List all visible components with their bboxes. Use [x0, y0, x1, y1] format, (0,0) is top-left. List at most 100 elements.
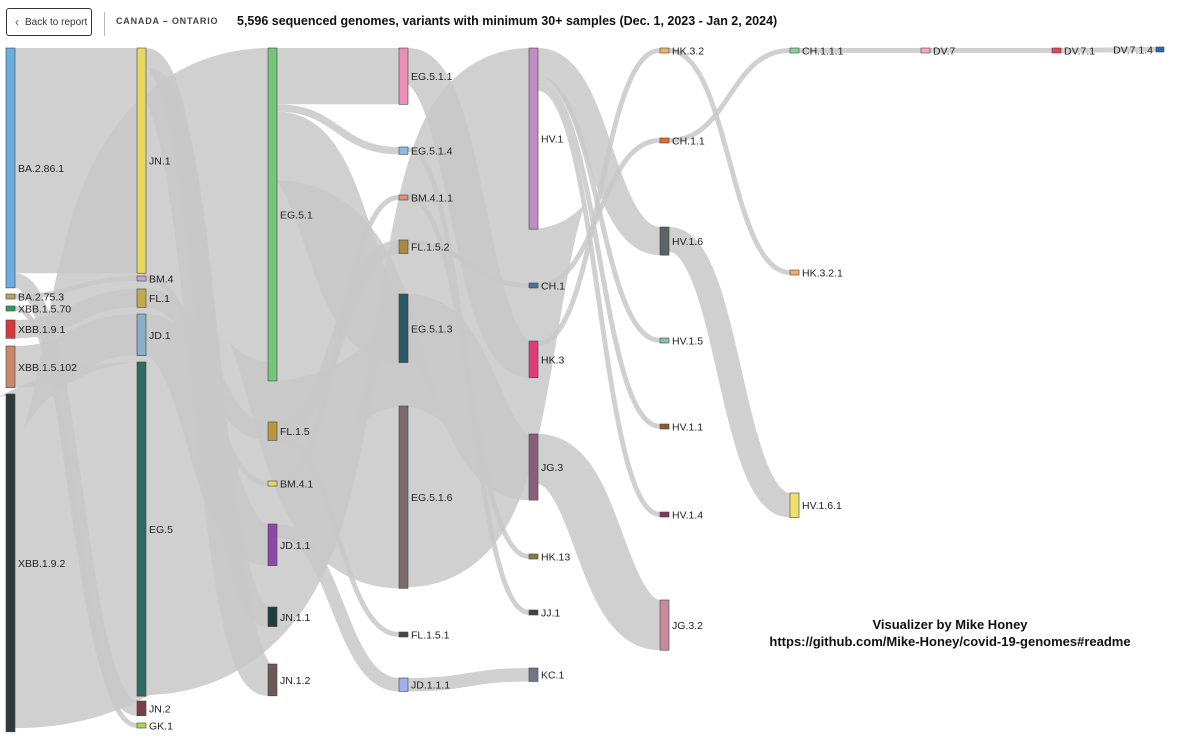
node-HV.1[interactable] — [528, 47, 539, 230]
node-JD.1.1.1[interactable] — [398, 677, 409, 692]
credit-url: https://github.com/Mike-Honey/covid-19-g… — [769, 634, 1131, 649]
node-label-EG.5.1.6: EG.5.1.6 — [411, 492, 453, 504]
node-label-HV.1.5: HV.1.5 — [672, 336, 703, 348]
node-JD.1[interactable] — [136, 313, 147, 356]
node-label-XBB.1.9.1: XBB.1.9.1 — [18, 324, 65, 336]
node-JD.1.1[interactable] — [267, 523, 278, 566]
back-to-report-button[interactable]: ‹ Back to report — [6, 8, 92, 36]
node-label-HV.1.6.1: HV.1.6.1 — [802, 500, 842, 512]
link-EG.5.1-to-EG.5.1.6 — [224, 180, 452, 589]
node-DV.7.1.4[interactable] — [1155, 46, 1165, 53]
node-BM.4.1[interactable] — [267, 480, 278, 487]
node-JN.1.1[interactable] — [267, 606, 278, 627]
link-HV.1-to-HV.1.6 — [535, 48, 663, 256]
node-FL.1[interactable] — [136, 288, 147, 308]
node-label-HK.3: HK.3 — [541, 354, 565, 366]
node-label-EG.5.1: EG.5.1 — [280, 209, 313, 221]
node-XBB.1.9.1[interactable] — [5, 319, 16, 339]
link-EG.5.1-to-EG.5.1.4 — [276, 104, 400, 155]
node-EG.5[interactable] — [136, 361, 147, 697]
node-FL.1.5.1[interactable] — [398, 631, 409, 638]
node-label-BM.4.1.1: BM.4.1.1 — [411, 193, 453, 205]
node-label-BM.4.1: BM.4.1 — [280, 479, 313, 491]
node-HV.1.6.1[interactable] — [789, 492, 800, 518]
region-label: CANADA – ONTARIO — [116, 16, 219, 26]
node-HK.13[interactable] — [528, 553, 539, 560]
node-DV.7.1[interactable] — [1051, 47, 1062, 54]
node-label-HK.13: HK.13 — [541, 552, 570, 564]
node-label-JN.2: JN.2 — [149, 703, 171, 715]
node-HK.3[interactable] — [528, 340, 539, 379]
node-label-HV.1.1: HV.1.1 — [672, 422, 703, 434]
node-BA.2.75.3[interactable] — [5, 293, 16, 300]
node-label-HK.3.2.1: HK.3.2.1 — [802, 268, 843, 280]
node-label-JG.3.2: JG.3.2 — [672, 620, 703, 632]
node-label-XBB.1.9.2: XBB.1.9.2 — [18, 558, 65, 570]
node-label-DV.7: DV.7 — [933, 46, 956, 58]
node-EG.5.1[interactable] — [267, 47, 278, 382]
node-DV.7[interactable] — [920, 47, 931, 54]
link-FL.1.5.2-to-CH.1 — [407, 240, 530, 288]
link-FL.1.5-to-FL.1.5.1 — [276, 435, 400, 637]
header-divider — [104, 12, 105, 36]
link-BM.4.1.1-to-HK.13 — [407, 195, 530, 559]
node-BA.2.86.1[interactable] — [5, 47, 16, 289]
link-JD.1.1.1-to-KC.1 — [407, 668, 530, 692]
node-FL.1.5[interactable] — [267, 421, 278, 441]
node-JG.3.2[interactable] — [659, 599, 670, 651]
node-label-CH.1.1.1: CH.1.1.1 — [802, 46, 844, 58]
link-HV.1-to-HV.1.4 — [537, 85, 661, 517]
node-KC.1[interactable] — [528, 667, 539, 682]
node-label-JD.1.1.1: JD.1.1.1 — [411, 680, 450, 692]
node-XBB.1.5.102[interactable] — [5, 345, 16, 388]
node-label-EG.5.1.4: EG.5.1.4 — [411, 146, 453, 158]
link-HV.1-to-HV.1.1 — [537, 81, 661, 429]
link-JG.3-to-JG.3.2 — [534, 434, 664, 651]
node-FL.1.5.2[interactable] — [398, 239, 409, 254]
node-JN.1.2[interactable] — [267, 663, 278, 697]
node-CH.1.1[interactable] — [659, 137, 670, 144]
node-JN.2[interactable] — [136, 700, 147, 716]
node-CH.1.1.1[interactable] — [789, 47, 800, 54]
node-HV.1.4[interactable] — [659, 511, 670, 518]
link-XBB.1.9.2-to-EG.5 — [0, 362, 162, 729]
node-GK.1[interactable] — [136, 722, 147, 729]
node-HV.1.6[interactable] — [659, 226, 670, 256]
node-XBB.1.9.2[interactable] — [5, 393, 16, 733]
node-HK.3.2[interactable] — [659, 47, 670, 54]
node-HK.3.2.1[interactable] — [789, 269, 800, 276]
node-JJ.1[interactable] — [528, 609, 539, 616]
node-label-FL.1.5.1: FL.1.5.1 — [411, 630, 450, 642]
node-EG.5.1.1[interactable] — [398, 47, 409, 105]
node-label-GK.1: GK.1 — [149, 721, 173, 733]
node-label-FL.1.5.2: FL.1.5.2 — [411, 242, 450, 254]
node-JG.3[interactable] — [528, 433, 539, 501]
node-HV.1.1[interactable] — [659, 423, 670, 430]
node-EG.5.1.3[interactable] — [398, 293, 409, 363]
link-HV.1.6-to-HV.1.6.1 — [666, 227, 793, 518]
node-label-JN.1: JN.1 — [149, 156, 171, 168]
credit-block: Visualizer by Mike Honey https://github.… — [760, 616, 1140, 650]
node-label-EG.5: EG.5 — [149, 524, 173, 536]
link-EG.5.1.6-to-HV.1 — [347, 48, 590, 588]
node-XBB.1.5.70[interactable] — [5, 305, 16, 312]
node-label-CH.1: CH.1 — [541, 281, 565, 293]
node-label-FL.1: FL.1 — [149, 293, 170, 305]
node-EG.5.1.6[interactable] — [398, 405, 409, 589]
node-BM.4.1.1[interactable] — [398, 194, 409, 201]
link-FL.1.5-to-FL.1.5.2 — [276, 240, 400, 436]
node-HV.1.5[interactable] — [659, 337, 670, 344]
node-label-JD.1.1: JD.1.1 — [280, 540, 311, 552]
node-label-BA.2.86.1: BA.2.86.1 — [18, 163, 64, 175]
node-BM.4[interactable] — [136, 275, 147, 282]
node-label-HK.3.2: HK.3.2 — [672, 46, 704, 58]
node-EG.5.1.4[interactable] — [398, 146, 409, 155]
link-JD.1.1-to-JD.1.1.1 — [276, 524, 400, 692]
node-CH.1[interactable] — [528, 282, 539, 289]
node-label-JJ.1: JJ.1 — [541, 608, 560, 620]
link-DV.7.1-to-DV.7.1.4 — [1060, 47, 1157, 53]
node-JN.1[interactable] — [136, 47, 147, 274]
link-CH.1-to-CH.1.1 — [537, 138, 661, 288]
